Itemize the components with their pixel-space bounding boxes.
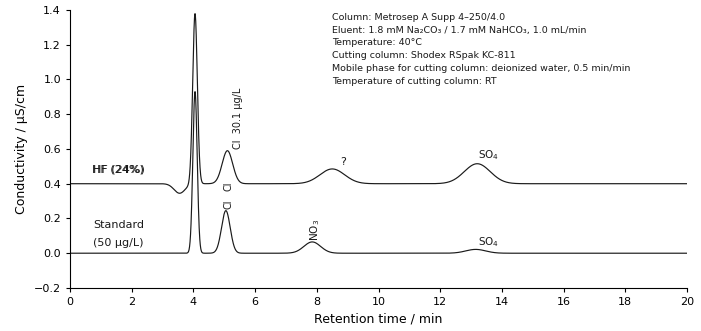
Text: Standard: Standard [93, 220, 144, 230]
Text: ?: ? [340, 157, 346, 167]
X-axis label: Retention time / min: Retention time / min [314, 312, 443, 326]
Text: SO$_4$: SO$_4$ [477, 148, 498, 162]
Text: Cl  30.1 μg/L: Cl 30.1 μg/L [233, 88, 243, 149]
Y-axis label: Conductivity / μS/cm: Conductivity / μS/cm [15, 84, 29, 214]
Text: HF (24%): HF (24%) [92, 165, 144, 175]
Text: Cl: Cl [224, 181, 234, 191]
Text: Column: Metrosep A Supp 4–250/4.0
Eluent: 1.8 mM Na₂CO₃ / 1.7 mM NaHCO₃, 1.0 mL/: Column: Metrosep A Supp 4–250/4.0 Eluent… [332, 13, 631, 86]
Text: NO$_3$: NO$_3$ [308, 219, 322, 241]
Text: SO$_4$: SO$_4$ [477, 236, 498, 249]
Text: Cl: Cl [224, 199, 234, 209]
Text: (50 μg/L): (50 μg/L) [93, 238, 144, 248]
Text: HF (24%): HF (24%) [93, 165, 145, 175]
